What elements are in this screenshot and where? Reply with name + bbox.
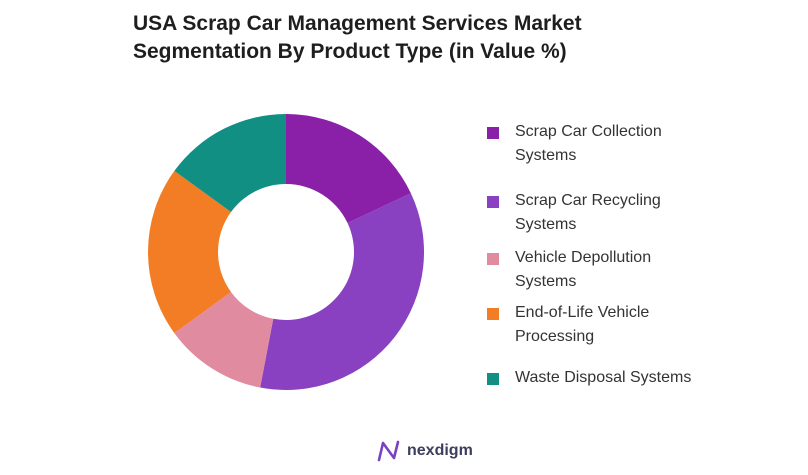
legend-swatch-recycling: [487, 196, 499, 208]
legend-item-collection: Scrap Car Collection Systems: [487, 120, 755, 168]
legend-label-elv-processing: End-of-Life Vehicle Processing: [515, 301, 755, 349]
legend-item-depollution: Vehicle Depollution Systems: [487, 246, 755, 294]
legend-label-depollution: Vehicle Depollution Systems: [515, 246, 755, 294]
legend-label-waste-disposal: Waste Disposal Systems: [515, 366, 755, 390]
legend-label-elv-processing-line-2: Processing: [515, 328, 595, 345]
chart-title-line-2: Segmentation By Product Type (in Value %…: [133, 40, 567, 63]
donut-slice-waste-disposal: [174, 114, 286, 213]
legend-label-recycling: Scrap Car Recycling Systems: [515, 189, 755, 237]
nexdigm-logo-icon: [377, 440, 400, 462]
legend-swatch-collection: [487, 127, 499, 139]
legend-label-depollution-line-1: Vehicle Depollution: [515, 249, 652, 266]
nexdigm-logo-text: nexdigm: [407, 442, 473, 459]
legend-item-waste-disposal: Waste Disposal Systems: [487, 366, 755, 390]
legend-label-collection-line-2: Systems: [515, 147, 577, 164]
nexdigm-logo: nexdigm: [377, 440, 473, 462]
legend-label-depollution-line-2: Systems: [515, 273, 577, 290]
legend-label-waste-disposal-line-1: Waste Disposal Systems: [515, 369, 692, 386]
legend-label-recycling-line-2: Systems: [515, 216, 577, 233]
legend-label-collection: Scrap Car Collection Systems: [515, 120, 755, 168]
donut-slice-elv-processing: [147, 170, 231, 334]
chart-title: USA Scrap Car Management Services Market…: [133, 10, 653, 66]
legend-label-recycling-line-1: Scrap Car Recycling: [515, 192, 661, 209]
legend-label-collection-line-1: Scrap Car Collection: [515, 123, 662, 140]
legend-swatch-depollution: [487, 253, 499, 265]
donut-slice-collection: [286, 114, 411, 224]
legend-label-elv-processing-line-1: End-of-Life Vehicle: [515, 304, 650, 321]
legend-swatch-waste-disposal: [487, 373, 499, 385]
legend-swatch-elv-processing: [487, 308, 499, 320]
chart-title-line-1: USA Scrap Car Management Services Market: [133, 12, 582, 35]
donut-slice-recycling: [260, 193, 424, 390]
legend-item-elv-processing: End-of-Life Vehicle Processing: [487, 301, 755, 349]
legend-item-recycling: Scrap Car Recycling Systems: [487, 189, 755, 237]
donut-slice-depollution: [174, 291, 274, 388]
